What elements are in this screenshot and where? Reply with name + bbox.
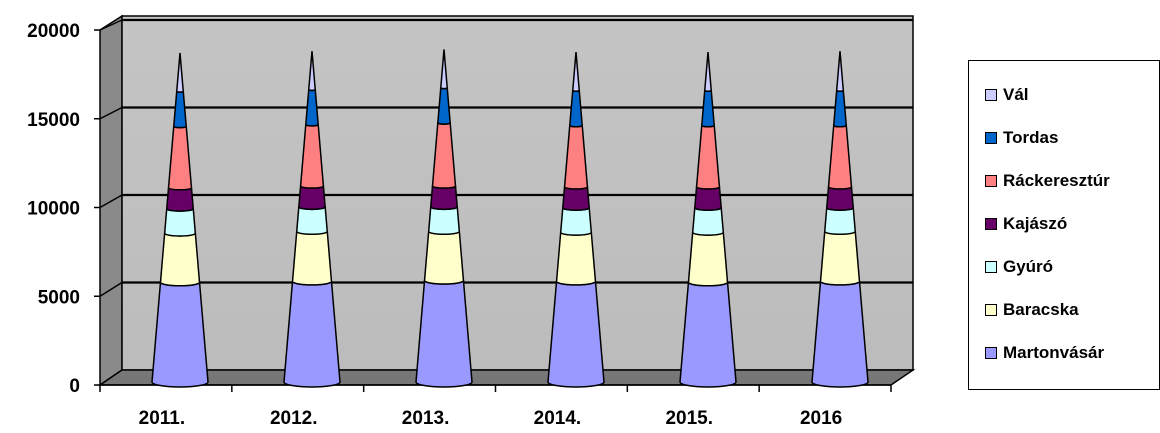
legend-item: Vál (985, 83, 1029, 107)
cone-segment-martonvásár (415, 276, 473, 388)
cone-segment-vál (175, 52, 185, 93)
cone-segment-tordas (172, 90, 188, 129)
y-tick-label: 20000 (27, 21, 80, 42)
cone-segment-baracska (819, 228, 861, 286)
gridline-side (99, 281, 123, 297)
cone-segment-tordas (305, 88, 319, 127)
cone-segment-martonvásár (547, 277, 605, 388)
x-tick-label: 2011. (139, 408, 186, 429)
cone-segment-tordas (569, 89, 583, 128)
legend-swatch (985, 89, 997, 101)
cone-segment-martonvásár (151, 278, 209, 388)
legend-item: Baracska (985, 298, 1079, 322)
legend-swatch (985, 175, 997, 187)
y-axis: 0 5000 10000 15000 20000 (27, 21, 100, 397)
cone-segment-vál (571, 52, 581, 92)
cone-segment-tordas (701, 89, 715, 128)
cone-segment-baracska (159, 229, 201, 287)
y-tick-label: 5000 (38, 287, 80, 308)
legend-label: Tordas (1003, 128, 1059, 147)
legend-item: Kajászó (985, 212, 1067, 236)
legend-label: Martonvásár (1003, 343, 1105, 362)
cone-segment-martonvásár (283, 277, 341, 388)
x-tick-label: 2014. (534, 408, 582, 429)
cone-segment-baracska (423, 228, 465, 285)
cones (151, 49, 869, 388)
legend-item: Gyúró (985, 255, 1053, 279)
x-tick-label: 2016 (800, 408, 842, 429)
gridline-side (99, 106, 123, 120)
cone-segment-tordas (832, 89, 848, 128)
cone-segment-vál (307, 51, 317, 92)
x-axis: 2011. 2012. 2013. 2014. 2015. 2016 (99, 384, 892, 429)
cone-2011 (151, 52, 209, 388)
legend-item: Martonvásár (985, 341, 1104, 365)
cone-2014 (547, 52, 605, 388)
y-tick-label: 10000 (27, 199, 80, 220)
x-tick-label: 2015. (665, 408, 713, 429)
legend-swatch (985, 347, 997, 359)
legend-swatch (985, 304, 997, 316)
legend-swatch (985, 261, 997, 273)
cone-2016 (811, 51, 869, 388)
x-tick-label: 2012. (270, 408, 318, 429)
gridline-side (99, 19, 123, 31)
chart: 0 5000 10000 15000 20000 2011. 2012. 2013. 2014… (27, 14, 916, 429)
cone-segment-martonvásár (811, 277, 869, 388)
legend-label: Baracska (1003, 300, 1079, 319)
cone-segment-martonvásár (679, 278, 737, 388)
legend-label: Gyúró (1003, 257, 1054, 276)
cone-segment-baracska (291, 228, 333, 286)
cone-segment-baracska (555, 228, 597, 286)
x-tick-label: 2013. (402, 408, 450, 429)
gridlines (99, 18, 913, 297)
legend-label: Vál (1003, 85, 1029, 104)
cone-2013 (415, 49, 473, 388)
legend-label: Ráckeresztúr (1003, 171, 1110, 190)
chart-back-wall (121, 15, 914, 371)
legend-item: Tordas (985, 126, 1058, 150)
legend-label: Kajászó (1003, 214, 1068, 233)
cone-segment-vál (440, 49, 448, 90)
gridline-side (99, 194, 123, 209)
cone-segment-tordas (437, 86, 451, 125)
cone-segment-vál (703, 52, 713, 92)
cone-segment-vál (835, 51, 845, 92)
legend-swatch (985, 218, 997, 230)
cone-2012 (283, 51, 341, 388)
chart-floor (97, 369, 916, 386)
cone-2015 (679, 52, 737, 388)
y-tick-label: 15000 (27, 110, 80, 131)
legend-item: Ráckeresztúr (985, 169, 1110, 193)
y-tick-label: 0 (69, 376, 80, 397)
legend-swatch (985, 132, 997, 144)
cone-segment-baracska (687, 228, 729, 287)
legend: Vál Tordas Ráckeresztúr Kajászó Gyúró Baracsk… (968, 60, 1160, 390)
